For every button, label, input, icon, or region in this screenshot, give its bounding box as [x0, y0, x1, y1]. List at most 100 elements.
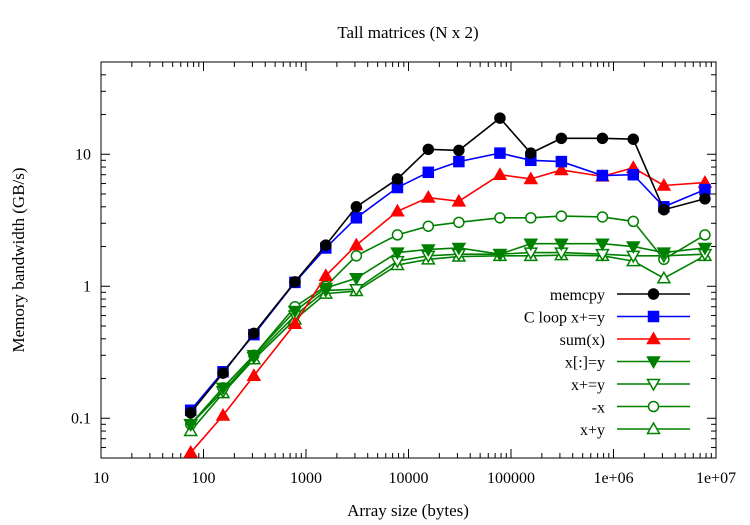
legend-label: x+=y	[571, 377, 605, 394]
data-point	[391, 229, 404, 241]
legend-item: -x	[592, 400, 690, 417]
data-point	[554, 238, 569, 252]
legend-marker	[646, 378, 661, 392]
y-tick-label: 10	[75, 146, 91, 163]
y-tick-label: 0.1	[71, 410, 91, 427]
data-point	[349, 273, 364, 286]
series-line	[190, 215, 706, 425]
y-tick-label: 1	[83, 278, 91, 295]
legend-item: memcpy	[550, 287, 690, 304]
data-point	[595, 238, 610, 252]
data-point	[422, 166, 435, 179]
legend-item: sum(x)	[560, 331, 690, 349]
data-point	[453, 155, 465, 168]
series-x-y	[183, 247, 713, 437]
legend-label: x[:]=y	[565, 355, 605, 372]
data-point	[555, 210, 568, 222]
data-point	[627, 215, 640, 228]
data-point	[494, 147, 506, 159]
data-point	[183, 419, 198, 432]
data-point	[421, 190, 436, 203]
series-c-loop-x-y	[184, 147, 711, 417]
data-point	[349, 237, 364, 251]
data-point	[390, 203, 405, 217]
data-point	[215, 407, 231, 421]
data-point	[217, 367, 229, 379]
data-point	[492, 248, 508, 262]
legend-label: C loop x+=y	[524, 310, 605, 327]
data-point	[421, 244, 436, 257]
data-point	[320, 239, 332, 251]
data-point	[246, 368, 262, 381]
data-point	[494, 112, 506, 124]
legend-item: x[:]=y	[565, 355, 690, 372]
data-point	[451, 193, 467, 207]
legend-label: memcpy	[550, 287, 605, 304]
data-point	[494, 212, 506, 224]
axes: 10 100 1000 10000 100000 1e+06 1e+07 0.1 1 10	[71, 61, 736, 487]
data-point	[554, 162, 569, 176]
data-point	[391, 173, 404, 185]
data-point	[596, 132, 609, 145]
data-point	[318, 268, 334, 282]
data-point	[627, 133, 640, 145]
data-point	[555, 155, 568, 168]
data-point	[492, 167, 508, 180]
series-line	[190, 242, 706, 425]
data-point	[453, 144, 465, 157]
x-axis-label: Array size (bytes)	[347, 501, 469, 520]
data-point	[523, 238, 539, 252]
data-point	[246, 350, 262, 363]
data-point	[627, 168, 640, 181]
data-point	[350, 212, 363, 224]
data-point	[555, 132, 568, 145]
series-memcpy	[184, 112, 711, 419]
legend-label: sum(x)	[560, 332, 605, 349]
data-point	[656, 247, 672, 261]
x-tick-label: 10	[93, 470, 109, 487]
x-tick-label: 10000	[389, 470, 429, 487]
series-layer	[183, 112, 713, 458]
data-point	[422, 220, 435, 232]
data-point	[350, 250, 363, 262]
data-point	[289, 276, 301, 288]
legend-marker	[647, 310, 660, 323]
data-point	[184, 407, 197, 419]
x-tick-label: 1000	[290, 470, 322, 487]
legend-item: x+y	[580, 421, 690, 439]
data-point	[523, 171, 539, 185]
data-point	[697, 242, 713, 256]
legend-item: x+=y	[571, 377, 690, 394]
x-tick-label: 100	[192, 470, 216, 487]
data-point	[656, 177, 672, 191]
data-point	[596, 169, 609, 182]
legend-marker	[646, 421, 661, 435]
data-point	[451, 242, 467, 256]
series-line	[190, 166, 705, 454]
data-point	[699, 193, 711, 205]
legend-marker	[647, 400, 660, 413]
x-tick-label: 1e+06	[593, 470, 633, 487]
legend-label: x+y	[580, 422, 605, 439]
legend-label: -x	[592, 400, 605, 417]
series-sum-x	[183, 160, 713, 458]
data-point	[453, 216, 465, 229]
data-point	[287, 316, 303, 330]
chart-title: Tall matrices (N x 2)	[337, 23, 478, 42]
data-point	[318, 282, 334, 296]
series-line	[190, 116, 706, 414]
data-point	[525, 147, 537, 159]
x-tick-label: 100000	[487, 470, 535, 487]
x-tick-label: 1e+07	[696, 470, 736, 487]
legend-marker	[646, 356, 661, 370]
data-point	[215, 382, 231, 396]
data-point	[596, 211, 609, 223]
data-point	[422, 143, 435, 156]
series-line	[190, 254, 706, 432]
series-line	[190, 152, 706, 411]
series-line	[190, 251, 705, 425]
series-x-y	[183, 238, 713, 432]
data-point	[248, 327, 260, 340]
data-point	[658, 203, 670, 216]
legend: memcpy C loop x+=y sum(x) x[:]=y x+=y -x x+y	[524, 287, 690, 439]
